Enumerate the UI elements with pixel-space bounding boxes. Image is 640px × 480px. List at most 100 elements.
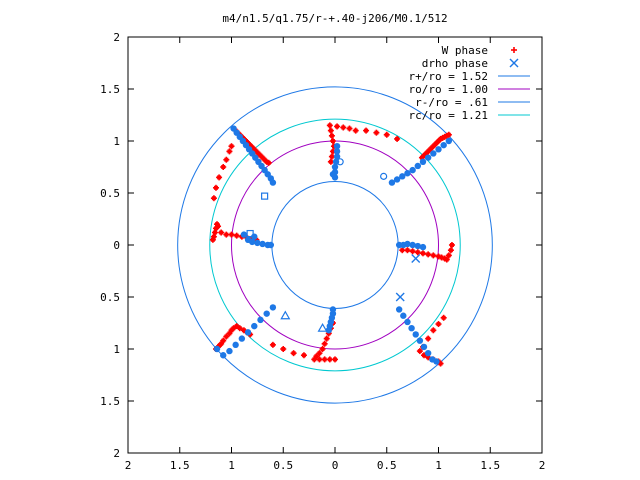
legend-label: ro/ro = 1.00: [409, 83, 488, 96]
w-phase-point: [419, 250, 426, 257]
open-marker-circle: [336, 158, 344, 166]
w-phase-point: [394, 135, 401, 142]
legend-plus-sample: [511, 47, 517, 53]
drho-phase-point: [409, 241, 416, 249]
w-phase-point: [226, 148, 233, 155]
drho-phase-point: [232, 341, 239, 349]
drho-phase-point: [435, 146, 442, 153]
drho-phase-point: [416, 337, 424, 344]
drho-phase-point: [404, 170, 411, 177]
drho-phase-point: [267, 241, 275, 249]
drho-phase-point: [424, 154, 432, 161]
w-phase-point: [435, 321, 442, 328]
open-marker-circle: [380, 172, 388, 180]
drho-phase-point: [412, 331, 419, 338]
drho-phase-point: [226, 347, 233, 355]
drho-phase-point: [269, 179, 277, 186]
legend-entry: r+/ro = 1.52: [409, 70, 530, 83]
w-phase-point: [211, 229, 218, 236]
drho-phase-point: [325, 327, 332, 334]
w-phase-point: [327, 127, 334, 134]
open-marker-x: [411, 254, 421, 264]
w-phase-point: [414, 249, 421, 256]
w-phase-point: [399, 247, 406, 254]
y-tick-label: 1.5: [100, 83, 120, 96]
legend-x-sample: [509, 58, 519, 68]
drho-phase-point: [259, 240, 266, 248]
drho-phase-point: [251, 322, 258, 330]
w-phase-point: [233, 232, 240, 239]
drho-phase-point: [400, 312, 407, 319]
drho-phase-point: [393, 176, 401, 183]
w-phase-point: [373, 129, 380, 136]
drho-phase-point: [414, 162, 421, 170]
w-phase-point: [329, 138, 336, 144]
x-tick-label: 0: [332, 459, 339, 472]
legend-label: r+/ro = 1.52: [409, 70, 488, 83]
x-tick-label: 1: [228, 459, 235, 472]
w-phase-point: [447, 247, 454, 254]
axis-ticks: 2 1.5 1 0.5 0 0.5 1 1.5 221.510.500.511.52: [100, 31, 545, 472]
y-tick-label: 0.5: [100, 187, 120, 200]
series-drho-phase: [213, 125, 453, 365]
legend-entry: W phase: [442, 44, 517, 57]
drho-phase-point: [331, 163, 339, 171]
w-phase-point: [326, 356, 333, 363]
w-phase-point: [332, 356, 338, 363]
w-phase-point: [445, 131, 452, 138]
legend-entry: ro/ro = 1.00: [409, 83, 530, 96]
circle-rc-ro: [209, 118, 461, 372]
drho-phase-point: [388, 179, 396, 186]
drho-phase-point: [433, 358, 440, 365]
y-tick-label: 2: [113, 31, 120, 44]
drho-phase-point: [333, 143, 341, 150]
drho-phase-point: [408, 325, 415, 332]
w-phase-point: [323, 335, 330, 342]
legend-label: r-/ro = .61: [415, 96, 488, 109]
w-phase-point: [220, 164, 227, 170]
y-tick-label: 1: [113, 135, 120, 148]
w-phase-point: [321, 356, 328, 363]
drho-phase-point: [424, 349, 432, 357]
w-phase-point: [316, 356, 323, 363]
w-phase-point: [233, 323, 240, 330]
drho-phase-point: [420, 343, 428, 351]
circle-r-ro: [177, 86, 493, 404]
w-phase-point: [218, 340, 225, 347]
w-phase-point: [212, 184, 219, 191]
w-phase-point: [340, 124, 347, 131]
x-tick-label: 1.5: [480, 459, 500, 472]
drho-phase-point: [333, 153, 341, 160]
x-tick-label: 1: [435, 459, 442, 472]
y-tick-label: 0: [113, 239, 120, 252]
y-tick-label: 2: [113, 447, 120, 460]
drho-phase-point: [333, 148, 341, 155]
data-points: [209, 122, 455, 367]
w-phase-point: [326, 122, 333, 129]
x-tick-label: 2: [539, 459, 546, 472]
w-phase-point: [265, 159, 272, 166]
w-phase-point: [223, 231, 230, 238]
w-phase-point: [409, 248, 416, 255]
w-phase-point: [430, 327, 437, 334]
w-phase-point: [346, 125, 353, 132]
w-phase-point: [443, 256, 450, 263]
drho-phase-point: [269, 304, 277, 311]
w-phase-point: [216, 174, 223, 181]
x-tick-label: 0.5: [377, 459, 397, 472]
w-phase-point: [228, 231, 235, 238]
w-phase-point: [223, 333, 230, 340]
w-phase-point: [328, 132, 335, 139]
open-marker-square: [261, 192, 269, 200]
w-phase-point: [321, 340, 328, 347]
w-phase-point: [440, 314, 447, 321]
drho-phase-point: [329, 171, 337, 178]
drho-phase-point: [263, 310, 270, 317]
drho-phase-point: [419, 158, 427, 165]
x-tick-label: 1.5: [170, 459, 190, 472]
w-phase-point: [236, 325, 243, 332]
w-phase-point: [290, 350, 297, 357]
w-phase-point: [313, 353, 320, 360]
drho-phase-point: [238, 335, 246, 342]
